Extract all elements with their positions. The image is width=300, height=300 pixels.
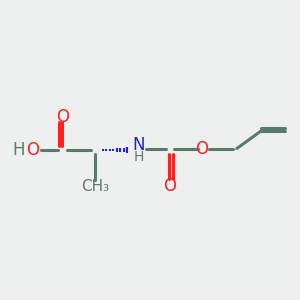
Text: H: H — [134, 149, 144, 164]
Text: N: N — [133, 136, 145, 154]
Text: O: O — [56, 108, 69, 126]
Text: O: O — [196, 140, 208, 158]
Text: O: O — [163, 177, 176, 195]
Text: H: H — [12, 141, 25, 159]
Text: CH₃: CH₃ — [81, 179, 109, 194]
Text: O: O — [26, 141, 39, 159]
